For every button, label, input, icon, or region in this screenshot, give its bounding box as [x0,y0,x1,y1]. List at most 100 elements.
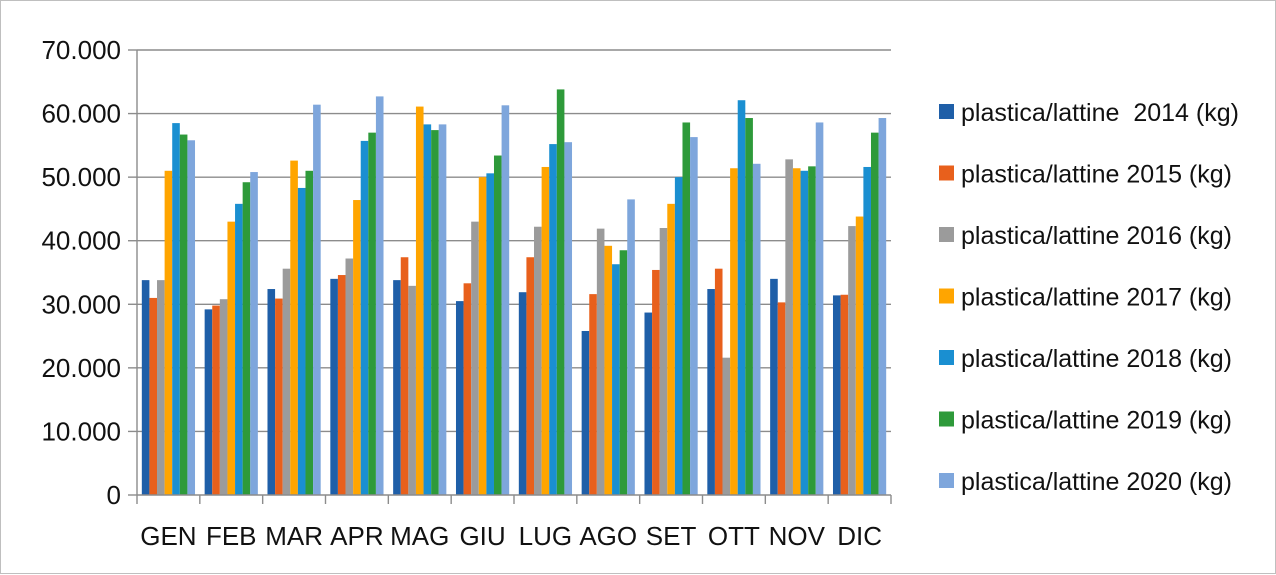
x-tick-label: APR [330,521,383,551]
bar-giu-series-2 [463,283,472,495]
bar-nov-series-6 [808,166,816,496]
bar-lug-series-3 [534,226,542,495]
bar-lug-series-4 [541,166,550,495]
bar-apr-series-4 [353,200,361,495]
x-tick-label: SET [646,521,697,551]
legend-swatch [939,411,954,427]
bar-dic-series-3 [848,226,856,496]
bar-ott-series-1 [707,289,715,495]
bar-dic-series-2 [840,294,849,495]
x-tick-label: GIU [459,521,505,551]
bar-dic-series-1 [832,295,841,495]
bar-ott-series-6 [745,118,753,496]
bar-nov-series-5 [800,170,809,496]
bar-gen-series-6 [179,134,188,496]
bar-ago-series-5 [612,264,620,495]
bar-mar-series-7 [313,104,321,496]
legend-label: plastica/lattine 2019 (kg) [961,407,1232,435]
bar-feb-series-5 [235,203,243,496]
legend-swatch [939,473,954,488]
x-tick-label: MAG [390,521,449,551]
gridlines [137,49,891,433]
bar-feb-series-3 [219,299,228,495]
bar-ott-series-2 [714,268,723,495]
x-tick-label: OTT [708,521,760,551]
bar-ago-series-3 [596,228,605,495]
bar-lug-series-6 [556,89,565,496]
bar-dic-series-7 [878,118,887,496]
bar-ago-series-1 [581,330,590,495]
bar-gen-series-4 [164,170,173,496]
y-tick-label: 20.000 [41,353,121,383]
bar-set-series-1 [644,312,653,495]
legend-label: plastica/lattine 2020 (kg) [961,468,1232,496]
bar-lug-series-1 [518,292,527,495]
bar-nov-series-7 [815,122,824,495]
bar-giu-series-6 [493,155,502,495]
bar-set-series-4 [667,203,675,496]
bar-mag-series-4 [415,106,424,495]
bar-mag-series-3 [408,285,416,495]
x-tick-label: FEB [206,521,257,551]
bar-mag-series-2 [400,257,409,495]
bar-ago-series-2 [589,294,597,495]
bar-lug-series-7 [564,142,573,495]
axes: 0 10.000 20.000 30.000 40.000 50.000 60.000 70.… [41,35,892,551]
bar-apr-series-1 [330,278,338,495]
legend-swatch [939,350,954,365]
y-tick-label: 50.000 [41,162,121,192]
bar-gen-series-3 [157,280,165,495]
bar-dic-series-5 [863,166,871,495]
x-tick-label: AGO [579,521,637,551]
bar-mar-series-4 [290,160,298,495]
legend: plastica/lattine 2014 (kg) plastica/latti… [939,99,1239,496]
legend-swatch [939,227,954,242]
y-tick-label: 40.000 [41,226,121,256]
legend-swatch [939,104,954,119]
bar-gen-series-7 [187,140,196,495]
bar-mar-series-2 [275,298,283,495]
bar-feb-series-2 [212,305,220,495]
bar-mar-series-3 [282,268,291,495]
bar-ago-series-4 [604,245,613,495]
bar-giu-series-7 [501,105,510,496]
bar-gen-series-2 [149,297,158,495]
bar-dic-series-4 [855,216,864,496]
bar-mag-series-6 [431,130,439,495]
bar-feb-series-7 [250,172,258,496]
bar-mag-series-5 [423,124,432,495]
legend-label: plastica/lattine 2015 (kg) [961,161,1232,189]
y-tick-label: 30.000 [41,289,121,319]
y-tick-label: 10.000 [41,416,121,446]
bar-feb-series-4 [227,221,236,495]
bar-feb-series-1 [204,309,213,495]
bar-nov-series-2 [777,302,786,495]
bar-mag-series-1 [393,280,401,495]
bar-gen-series-1 [141,280,150,495]
bar-nov-series-3 [785,159,793,496]
bar-ott-series-7 [752,163,761,496]
bar-lug-series-5 [549,144,557,496]
bar-giu-series-4 [478,177,487,495]
bar-ago-series-7 [627,199,635,495]
x-tick-label: DIC [837,521,882,551]
bar-set-series-2 [652,269,660,495]
bar-giu-series-5 [486,173,494,496]
bar-apr-series-6 [368,132,376,495]
bar-set-series-3 [659,228,668,495]
legend-swatch [939,288,954,304]
x-tick-label: MAR [265,521,323,551]
y-tick-label: 70.000 [41,35,121,65]
bar-dic-series-6 [870,132,879,495]
bar-ott-series-3 [722,357,731,495]
bar-apr-series-5 [360,140,369,495]
bar-apr-series-2 [337,275,346,495]
x-tick-label: GEN [140,521,196,551]
bar-apr-series-7 [375,96,384,496]
bar-giu-series-1 [455,301,464,495]
bar-ago-series-6 [619,250,628,495]
bar-mar-series-6 [305,170,314,496]
bar-giu-series-3 [471,221,479,495]
bar-mar-series-1 [267,289,276,495]
